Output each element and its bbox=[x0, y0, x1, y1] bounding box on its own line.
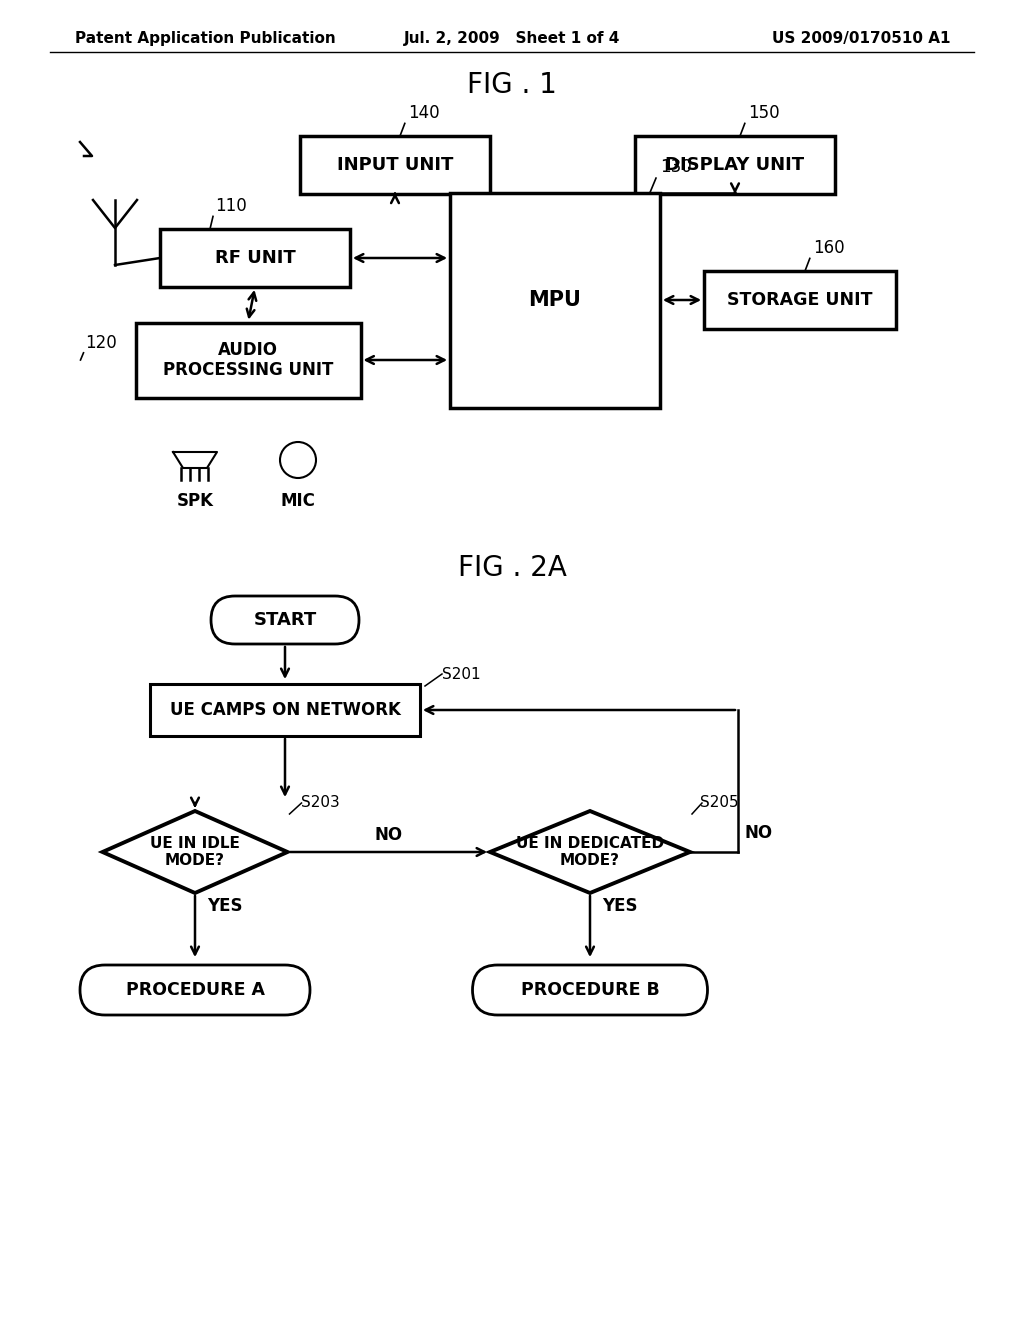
Polygon shape bbox=[173, 451, 217, 469]
Text: UE CAMPS ON NETWORK: UE CAMPS ON NETWORK bbox=[170, 701, 400, 719]
Text: START: START bbox=[253, 611, 316, 630]
Text: MIC: MIC bbox=[281, 492, 315, 510]
FancyBboxPatch shape bbox=[80, 965, 310, 1015]
Text: SPK: SPK bbox=[176, 492, 213, 510]
FancyBboxPatch shape bbox=[135, 322, 360, 397]
Text: PROCEDURE B: PROCEDURE B bbox=[520, 981, 659, 999]
Text: PROCEDURE A: PROCEDURE A bbox=[126, 981, 264, 999]
FancyBboxPatch shape bbox=[160, 228, 350, 286]
Text: DISPLAY UNIT: DISPLAY UNIT bbox=[666, 156, 805, 174]
Text: UE IN DEDICATED
MODE?: UE IN DEDICATED MODE? bbox=[516, 836, 664, 869]
Text: S201: S201 bbox=[442, 667, 480, 682]
Polygon shape bbox=[490, 810, 690, 894]
Polygon shape bbox=[102, 810, 288, 894]
FancyBboxPatch shape bbox=[150, 684, 420, 737]
Text: RF UNIT: RF UNIT bbox=[215, 249, 295, 267]
Text: 150: 150 bbox=[748, 104, 779, 121]
Text: 130: 130 bbox=[660, 158, 692, 177]
Text: Jul. 2, 2009   Sheet 1 of 4: Jul. 2, 2009 Sheet 1 of 4 bbox=[403, 30, 621, 45]
Text: UE IN IDLE
MODE?: UE IN IDLE MODE? bbox=[151, 836, 240, 869]
Text: INPUT UNIT: INPUT UNIT bbox=[337, 156, 454, 174]
Text: US 2009/0170510 A1: US 2009/0170510 A1 bbox=[771, 30, 950, 45]
FancyBboxPatch shape bbox=[211, 597, 359, 644]
Text: 110: 110 bbox=[215, 197, 247, 215]
Text: 120: 120 bbox=[85, 334, 118, 352]
FancyBboxPatch shape bbox=[635, 136, 835, 194]
Text: FIG . 1: FIG . 1 bbox=[467, 71, 557, 99]
Text: AUDIO
PROCESSING UNIT: AUDIO PROCESSING UNIT bbox=[163, 341, 333, 379]
Text: 140: 140 bbox=[408, 104, 439, 121]
Text: NO: NO bbox=[744, 824, 772, 842]
Text: NO: NO bbox=[375, 826, 402, 843]
FancyBboxPatch shape bbox=[472, 965, 708, 1015]
Text: MPU: MPU bbox=[528, 290, 582, 310]
Text: YES: YES bbox=[207, 898, 243, 915]
Text: Patent Application Publication: Patent Application Publication bbox=[75, 30, 336, 45]
FancyBboxPatch shape bbox=[300, 136, 490, 194]
Text: 160: 160 bbox=[813, 239, 845, 257]
Text: S205: S205 bbox=[700, 795, 738, 810]
Text: S203: S203 bbox=[301, 795, 340, 810]
Text: FIG . 2A: FIG . 2A bbox=[458, 554, 566, 582]
Text: STORAGE UNIT: STORAGE UNIT bbox=[727, 290, 872, 309]
FancyBboxPatch shape bbox=[450, 193, 660, 408]
Text: YES: YES bbox=[602, 898, 638, 915]
FancyBboxPatch shape bbox=[705, 271, 896, 329]
